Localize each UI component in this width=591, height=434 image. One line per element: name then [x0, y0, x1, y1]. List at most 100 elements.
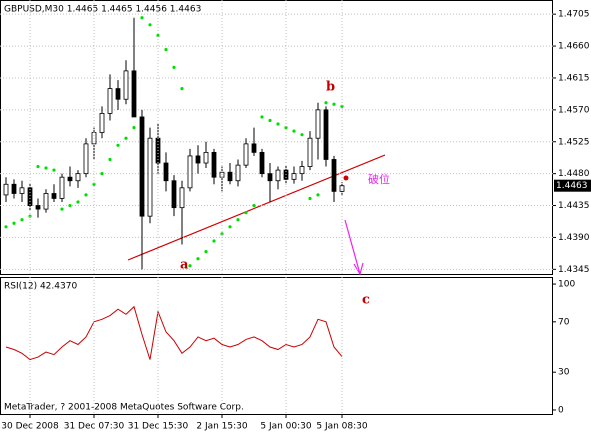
sar-dot — [332, 102, 336, 106]
trend-line — [127, 154, 386, 261]
sar-dot — [252, 203, 256, 208]
sar-dot — [52, 168, 56, 172]
candle-body — [307, 137, 313, 167]
x-tick-label: 31 Dec 07:30 — [64, 422, 125, 432]
rsi-title: RSI(12) 42.4370 — [4, 282, 77, 292]
sar-dot — [156, 33, 160, 38]
arrow — [344, 219, 361, 275]
candle-body — [227, 171, 233, 182]
candle-body — [259, 151, 265, 175]
candle-body — [107, 88, 113, 114]
sar-dot — [100, 172, 104, 176]
candle-body — [171, 180, 177, 209]
sar-dot — [244, 211, 248, 215]
candle-body — [235, 164, 241, 182]
candle-body — [115, 88, 121, 100]
candle-body — [299, 166, 305, 175]
annotation: 破位 — [368, 172, 390, 186]
candle-body — [331, 159, 337, 192]
candle-body — [75, 173, 81, 182]
sar-dot — [92, 182, 96, 186]
sar-dot — [84, 193, 88, 197]
candle-body — [267, 173, 273, 182]
candle-body — [51, 193, 57, 199]
sar-dot — [340, 104, 344, 108]
sar-dot — [188, 264, 192, 268]
x-tick-label: 5 Jan 00:30 — [260, 422, 312, 432]
candle-body — [27, 187, 33, 206]
sar-dot — [132, 125, 136, 130]
last-price-box — [554, 179, 591, 192]
y-tick-label: 1.4480 — [558, 169, 590, 179]
x-tick-label: 2 Jan 15:30 — [196, 422, 248, 432]
candle-body — [243, 143, 249, 166]
y-tick-label: 70 — [558, 317, 570, 327]
candle-body — [187, 155, 193, 189]
candle-body — [211, 151, 217, 178]
sar-dot — [44, 166, 48, 170]
sar-dot — [4, 225, 8, 229]
sar-dot — [220, 232, 224, 236]
candle-body — [43, 193, 49, 210]
y-tick-label: 1.4705 — [558, 10, 590, 20]
y-tick-label: 1.4615 — [558, 73, 590, 83]
sar-dot — [196, 257, 200, 261]
sar-dot — [228, 225, 232, 229]
candle-body — [3, 183, 9, 196]
sar-dot — [68, 203, 72, 208]
candle-body — [67, 176, 73, 182]
candle-body — [195, 155, 201, 164]
x-tick-label: 31 Dec 15:30 — [128, 422, 189, 432]
sar-dot — [260, 115, 264, 119]
y-tick-label: 1.4570 — [558, 105, 590, 115]
rsi-panel — [0, 277, 553, 415]
sar-dot — [140, 16, 144, 20]
chart-title: GBPUSD,M30 1.4465 1.4465 1.4456 1.4463 — [4, 5, 201, 15]
sar-dot — [60, 207, 64, 211]
y-tick-label: 1.4525 — [558, 137, 590, 147]
footer: MetaTrader, ? 2001-2008 MetaQuotes Softw… — [4, 403, 244, 413]
sar-dot — [236, 218, 240, 222]
y-tick-label: 100 — [558, 280, 575, 290]
x-tick-label: 30 Dec 2008 — [1, 422, 59, 432]
y-tick-label: 0 — [558, 405, 564, 415]
sar-dot — [268, 118, 272, 123]
sar-dot — [148, 23, 152, 27]
candle-body — [19, 187, 25, 194]
y-tick-label: 1.4660 — [558, 42, 590, 52]
candle-body — [315, 109, 321, 139]
y-tick-label: 1.4390 — [558, 233, 590, 243]
candle-body — [291, 173, 297, 180]
candle-body — [123, 70, 129, 100]
candle-body — [139, 116, 145, 217]
sar-dot — [284, 125, 288, 130]
sar-dot — [20, 218, 24, 222]
sar-dot — [300, 133, 304, 137]
candle-body — [275, 169, 281, 182]
candle-body — [11, 183, 17, 194]
sar-dot — [308, 196, 312, 201]
annotation: a — [180, 258, 189, 273]
annotation: b — [326, 80, 335, 95]
sar-dot — [76, 200, 80, 204]
last-price-label: 1.4463 — [556, 181, 588, 191]
candle-body — [35, 205, 41, 210]
candle-body — [323, 109, 329, 160]
candle-body — [251, 143, 257, 153]
sar-dot — [172, 65, 176, 69]
break-point — [343, 175, 349, 181]
y-tick-label: 1.4345 — [558, 265, 590, 275]
arrow-head — [353, 262, 364, 276]
sar-dot — [124, 136, 128, 140]
candle-body — [163, 162, 169, 182]
sar-dot — [316, 193, 320, 197]
annotation: c — [362, 293, 370, 308]
candle-body — [59, 176, 65, 199]
candle-body — [179, 187, 185, 209]
candle-body — [203, 151, 209, 164]
sar-dot — [292, 129, 296, 133]
sar-dot — [116, 143, 120, 147]
candle-body — [99, 113, 105, 133]
sar-dot — [164, 48, 168, 52]
candle-body — [131, 70, 137, 118]
